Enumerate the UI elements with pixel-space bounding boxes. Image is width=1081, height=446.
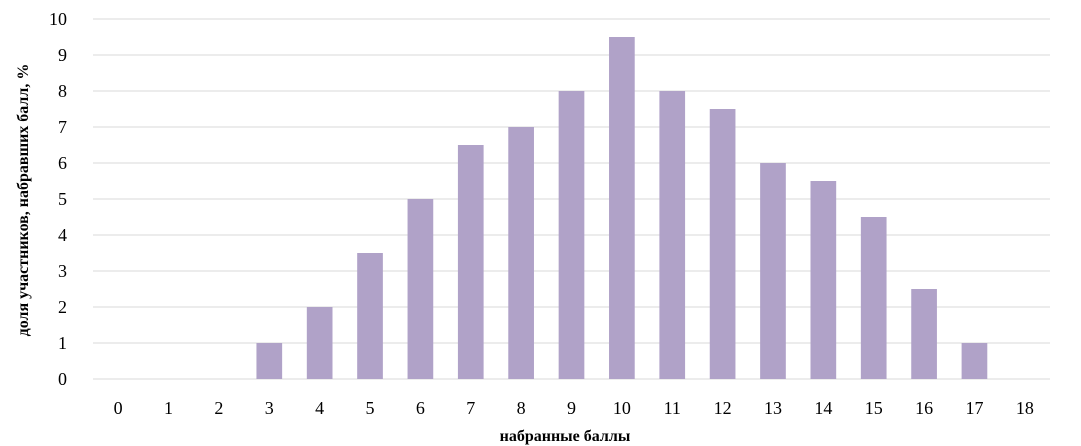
y-tick-label: 7 <box>58 117 67 137</box>
y-tick-label: 4 <box>58 225 67 245</box>
x-tick-label: 16 <box>915 398 933 418</box>
x-tick-label: 17 <box>965 398 983 418</box>
x-tick-label: 6 <box>416 398 425 418</box>
x-tick-label: 10 <box>613 398 631 418</box>
bar <box>911 289 937 379</box>
x-tick-label: 15 <box>865 398 883 418</box>
bar <box>508 127 534 379</box>
x-axis-title: набранные баллы <box>500 428 631 445</box>
x-tick-label: 13 <box>764 398 782 418</box>
bar <box>457 145 484 379</box>
x-tick-label: 18 <box>1016 398 1034 418</box>
bars <box>256 37 988 379</box>
bar <box>306 307 333 379</box>
bar <box>860 217 887 379</box>
bar <box>407 199 434 379</box>
y-axis-tick-labels: 0 1 2 3 4 5 6 7 8 9 10 <box>49 9 67 389</box>
bar <box>760 163 786 379</box>
y-tick-label: 6 <box>58 153 67 173</box>
x-tick-label: 7 <box>466 398 475 418</box>
x-tick-label: 4 <box>315 398 324 418</box>
y-tick-label: 1 <box>58 333 67 353</box>
x-tick-label: 9 <box>567 398 576 418</box>
x-tick-label: 2 <box>214 398 223 418</box>
bar <box>609 37 635 379</box>
bar <box>709 109 736 379</box>
y-tick-label: 5 <box>58 189 67 209</box>
bar <box>256 343 283 379</box>
x-tick-label: 14 <box>814 398 832 418</box>
x-tick-label: 0 <box>114 398 123 418</box>
y-tick-label: 9 <box>58 45 67 65</box>
bar <box>961 343 988 379</box>
y-tick-label: 3 <box>58 261 67 281</box>
y-axis-title: доля участников, набравших балл, % <box>15 64 32 337</box>
x-tick-label: 8 <box>517 398 526 418</box>
bar <box>558 91 585 379</box>
bar <box>357 253 383 379</box>
y-tick-label: 0 <box>58 369 67 389</box>
x-tick-label: 3 <box>265 398 274 418</box>
x-tick-label: 11 <box>664 398 681 418</box>
y-tick-label: 2 <box>58 297 67 317</box>
y-tick-label: 8 <box>58 81 67 101</box>
bar <box>659 91 686 379</box>
bar <box>810 181 837 379</box>
y-tick-label: 10 <box>49 9 67 29</box>
x-tick-label: 12 <box>714 398 732 418</box>
x-tick-label: 1 <box>164 398 173 418</box>
x-axis-tick-labels: 0 1 2 3 4 5 6 7 8 9 10 11 12 13 14 15 16 17 18 <box>114 398 1034 418</box>
x-tick-label: 5 <box>366 398 375 418</box>
